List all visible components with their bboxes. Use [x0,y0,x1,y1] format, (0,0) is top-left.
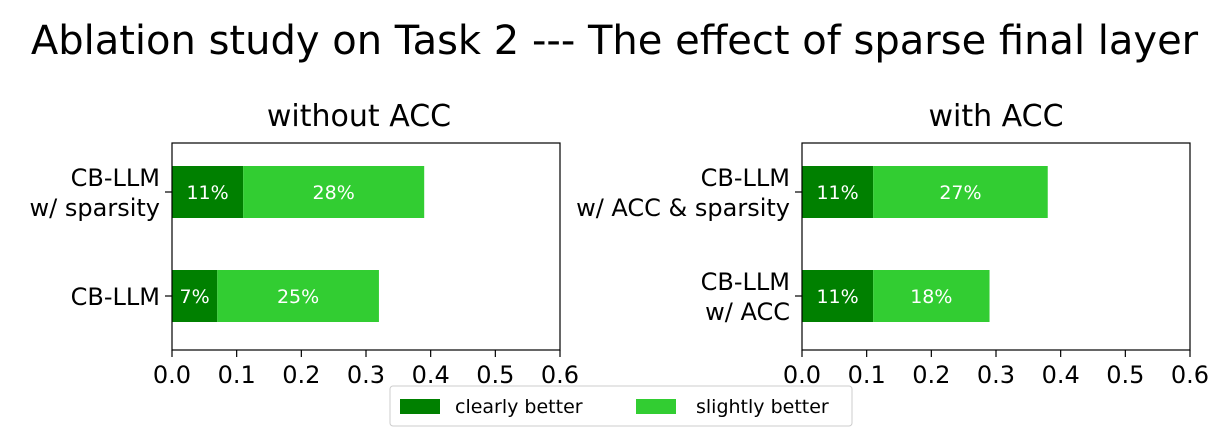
bar-label-0-0-1: 28% [313,182,355,204]
legend-swatch-0 [400,399,440,414]
xtick-label-1-5: 0.5 [1106,361,1144,389]
xtick-label-0-1: 0.1 [218,361,256,389]
category-label-1-1-1: w/ ACC [705,298,790,326]
legend-label-1: slightly better [696,396,829,418]
xtick-label-1-2: 0.2 [912,361,950,389]
xtick-label-1-6: 0.6 [1171,361,1209,389]
xtick-label-1-0: 0.0 [783,361,821,389]
xtick-label-0-0: 0.0 [153,361,191,389]
xtick-label-1-1: 0.1 [848,361,886,389]
xtick-label-1-4: 0.4 [1042,361,1080,389]
subplot-title-0: without ACC [267,99,451,134]
legend-box [389,385,853,427]
xtick-label-0-5: 0.5 [476,361,514,389]
bar-label-1-0-0: 11% [816,182,858,204]
xtick-label-0-4: 0.4 [412,361,450,389]
legend-label-0: clearly better [455,396,583,418]
category-label-0-0-1: w/ sparsity [30,194,160,222]
xtick-label-1-3: 0.3 [977,361,1015,389]
bar-label-1-0-1: 27% [939,182,981,204]
bar-label-0-1-0: 7% [180,286,210,308]
xtick-label-0-6: 0.6 [541,361,579,389]
bar-1-1-1 [873,270,990,322]
bar-1-0-1 [873,166,1048,218]
legend-swatch-1 [636,399,676,414]
bar-0-0-1 [243,166,425,218]
xtick-label-0-2: 0.2 [282,361,320,389]
category-label-1-1-0: CB-LLM [701,268,790,296]
bar-label-1-1-1: 18% [910,286,952,308]
subplot-title-1: with ACC [928,99,1063,134]
bar-0-1-0 [172,270,218,322]
xtick-label-0-3: 0.3 [347,361,385,389]
bar-label-0-0-0: 11% [186,182,228,204]
category-label-0-0-0: CB-LLM [71,164,160,192]
bar-1-1-0 [802,270,874,322]
category-label-1-0-0: CB-LLM [701,164,790,192]
bar-1-0-0 [802,166,874,218]
bar-0-0-0 [172,166,244,218]
bar-label-0-1-1: 25% [277,286,319,308]
category-label-1-0-1: w/ ACC & sparsity [576,194,790,222]
figure-title: Ablation study on Task 2 --- The effect … [30,18,1199,64]
bar-label-1-1-0: 11% [816,286,858,308]
category-label-0-1-0: CB-LLM [71,283,160,311]
bar-0-1-1 [217,270,379,322]
